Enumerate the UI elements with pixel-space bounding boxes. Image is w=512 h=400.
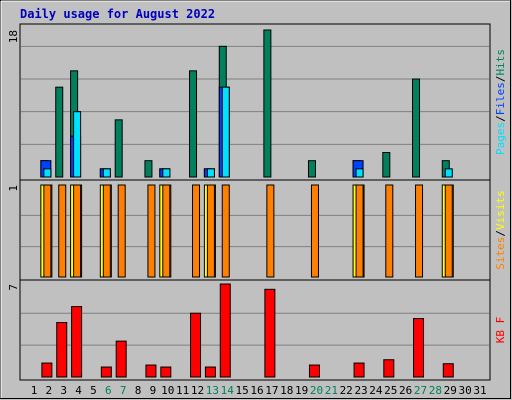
legend-entry: Hits — [494, 49, 507, 76]
x-tick-label: 21 — [325, 384, 338, 397]
bar — [206, 184, 215, 278]
x-tick-label: 7 — [120, 384, 127, 397]
legend: Sites/Visits — [494, 190, 507, 270]
bar — [56, 322, 68, 378]
bar — [382, 152, 391, 178]
x-tick-label: 26 — [399, 384, 412, 397]
x-tick-label: 5 — [90, 384, 97, 397]
panel — [19, 179, 491, 281]
bar — [160, 366, 172, 378]
x-tick-label: 17 — [265, 384, 278, 397]
bar — [73, 184, 82, 278]
legend-entry: Sites — [494, 237, 507, 270]
bar — [189, 70, 198, 178]
x-tick-label: 1 — [31, 384, 38, 397]
bar — [415, 184, 424, 278]
bar — [219, 283, 231, 378]
chart-title: Daily usage for August 2022 — [20, 7, 215, 21]
legend-entry: Files — [494, 82, 507, 115]
x-tick-label: 3 — [60, 384, 67, 397]
bar — [412, 78, 421, 178]
bar — [192, 184, 201, 278]
bar — [310, 184, 319, 278]
bar — [355, 184, 364, 278]
legend-entry: Pages — [494, 122, 507, 155]
bar — [162, 168, 171, 178]
bar — [263, 29, 272, 178]
legend-separator: / — [494, 115, 507, 122]
bar — [442, 363, 454, 378]
bar — [144, 160, 153, 178]
bar — [55, 86, 64, 178]
bar — [102, 168, 111, 178]
bar — [41, 362, 53, 378]
panel — [19, 23, 491, 181]
x-tick-label: 25 — [384, 384, 397, 397]
x-tick-label: 29 — [444, 384, 457, 397]
bar — [190, 312, 202, 378]
bar — [117, 184, 126, 278]
y-tick-label: 18 — [7, 30, 20, 43]
x-tick-label: 19 — [295, 384, 308, 397]
bar — [264, 288, 276, 378]
legend-separator: / — [494, 230, 507, 237]
x-tick-label: 11 — [176, 384, 189, 397]
bar — [221, 184, 230, 278]
bar — [308, 364, 320, 378]
bar — [307, 160, 316, 178]
legend: KB F — [494, 317, 507, 344]
x-tick-label: 27 — [414, 384, 427, 397]
y-tick-label: 1 — [7, 185, 20, 192]
x-tick-label: 14 — [221, 384, 235, 397]
bar — [383, 359, 395, 378]
x-tick-label: 30 — [459, 384, 472, 397]
bar — [266, 184, 275, 278]
bar — [43, 168, 52, 178]
x-tick-label: 31 — [473, 384, 486, 397]
x-tick-label: 16 — [250, 384, 263, 397]
x-tick-label: 12 — [191, 384, 204, 397]
x-tick-label: 9 — [150, 384, 157, 397]
y-tick-label: 7 — [7, 284, 20, 291]
bar — [444, 184, 453, 278]
legend-entry: KB F — [494, 317, 507, 344]
x-tick-label: 23 — [354, 384, 367, 397]
bar — [147, 184, 156, 278]
bar — [102, 184, 111, 278]
bar — [58, 184, 67, 278]
bar — [221, 86, 230, 178]
bar — [100, 366, 112, 378]
x-tick-label: 2 — [46, 384, 53, 397]
bar — [43, 184, 52, 278]
x-tick-label: 18 — [280, 384, 293, 397]
x-tick-label: 13 — [206, 384, 219, 397]
bar — [114, 119, 123, 178]
x-tick-label: 15 — [236, 384, 249, 397]
legend: Pages/Files/Hits — [494, 49, 507, 155]
bar — [353, 362, 365, 378]
x-tick-label: 10 — [161, 384, 174, 397]
bar — [413, 318, 425, 378]
panel — [19, 279, 491, 381]
bar — [115, 340, 127, 378]
x-tick-label: 28 — [429, 384, 442, 397]
bar — [204, 366, 216, 378]
x-tick-label: 24 — [369, 384, 383, 397]
x-tick-label: 20 — [310, 384, 323, 397]
legend-entry: Visits — [494, 190, 507, 230]
x-tick-label: 8 — [135, 384, 142, 397]
bar — [385, 184, 394, 278]
bar — [206, 168, 215, 178]
bar — [71, 306, 83, 378]
legend-separator: / — [494, 76, 507, 83]
bar — [355, 168, 364, 178]
x-tick-label: 22 — [340, 384, 353, 397]
x-tick-label: 6 — [105, 384, 112, 397]
bar — [145, 364, 157, 378]
bar — [73, 111, 82, 178]
bar — [162, 184, 171, 278]
x-tick-label: 4 — [75, 384, 82, 397]
bar — [444, 168, 453, 178]
